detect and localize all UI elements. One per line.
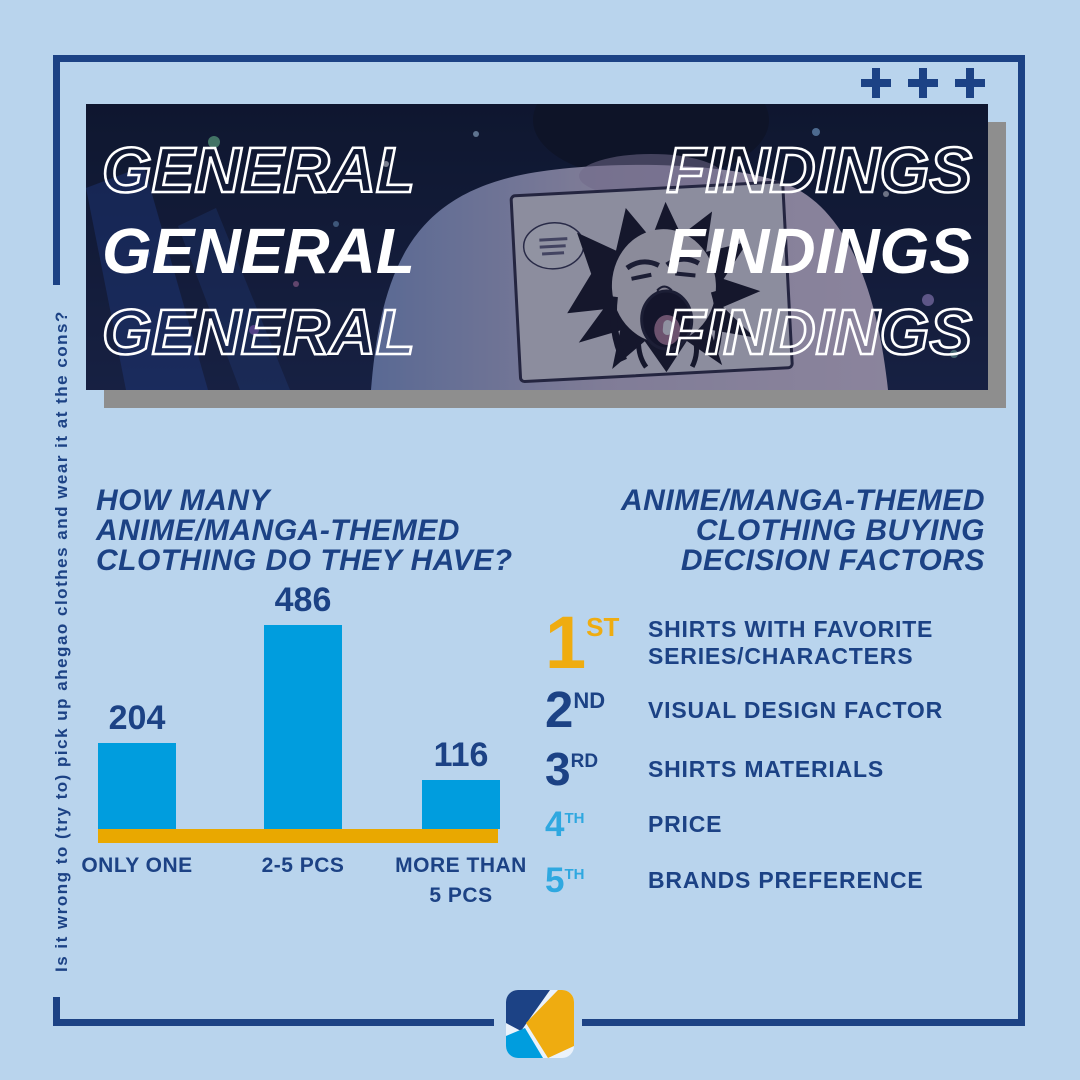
banner-word-right: FINDINGS — [665, 295, 973, 368]
ranking-title-line: ANIME/MANGA-THEMED — [621, 484, 985, 517]
bar-category-line: ONLY ONE — [81, 854, 193, 877]
chart-title-line: CLOTHING DO THEY HAVE? — [96, 544, 513, 577]
ranking-item-label-line: BRANDS PREFERENCE — [648, 867, 924, 894]
plus-icon — [908, 68, 938, 98]
ranking-item-label-line: VISUAL DESIGN FACTOR — [648, 696, 944, 723]
ranking-item-label: PRICE — [648, 811, 722, 838]
chart-category-labels: ONLY ONE 2-5 PCS MORE THAN 5 PCS — [81, 851, 526, 921]
ranking-item-label-line: PRICE — [648, 811, 723, 838]
ranking-item-label-line: SHIRTS WITH FAVORITE — [648, 616, 934, 643]
banner-word-left: GENERAL — [101, 295, 417, 368]
banner-word-left: GENERAL — [101, 134, 417, 207]
ranking-item: 5 TH BRANDS PREFERENCE — [545, 861, 990, 900]
rank-number: 3 — [545, 743, 571, 795]
banner-word-right: FINDINGS — [666, 215, 972, 287]
ranking-item: 3 RD SHIRTS MATERIALS — [545, 743, 990, 795]
ranking-list: 1 ST SHIRTS WITH FAVORITE SERIES/CHARACTERS… — [545, 0, 990, 1080]
chart-baseline — [98, 829, 498, 843]
bar-chart: 204 486 116 — [98, 581, 500, 829]
plus-icon — [955, 68, 985, 98]
chart-title: HOW MANY ANIME/MANGA-THEMED CLOTHING DO … — [96, 486, 513, 576]
rank-number: 5 — [545, 861, 565, 900]
ranking-title-line: CLOTHING BUYING — [695, 514, 985, 547]
chart-title-line: ANIME/MANGA-THEMED — [96, 514, 460, 547]
frame-left-line-top — [53, 55, 60, 285]
bar-category-label: MORE THAN 5 PCS — [373, 851, 549, 911]
rank-ordinal: 1 ST — [545, 601, 648, 684]
bar-value-label: 204 — [108, 699, 166, 737]
rank-ordinal: 4 TH — [545, 805, 648, 844]
rank-suffix: ST — [586, 612, 620, 642]
ranking-title: ANIME/MANGA-THEMED CLOTHING BUYING DECIS… — [621, 486, 985, 576]
ranking-item: 2 ND VISUAL DESIGN FACTOR — [545, 681, 990, 738]
ranking-item-label-line: SERIES/CHARACTERS — [648, 643, 914, 670]
bar-category-label: ONLY ONE — [49, 851, 225, 881]
rank-suffix: TH — [564, 866, 585, 883]
chart-title-line: HOW MANY — [96, 484, 270, 517]
banner-row: GENERAL FINDINGS — [102, 211, 972, 292]
frame-left-line-bottom — [53, 997, 60, 1026]
banner-row: GENERAL FINDINGS — [101, 130, 974, 211]
plus-icon — [861, 68, 891, 98]
ranking-item-label-line: SHIRTS MATERIALS — [648, 756, 884, 783]
rank-number: 2 — [545, 681, 574, 738]
rank-suffix: TH — [564, 810, 585, 827]
bar-category-line: 5 PCS — [429, 884, 493, 907]
rank-suffix: ND — [573, 688, 606, 713]
ranking-title-line: DECISION FACTORS — [680, 544, 985, 577]
rank-ordinal: 3 RD — [545, 743, 648, 795]
plus-decoration — [861, 68, 985, 98]
rank-number: 4 — [545, 805, 565, 844]
ranking-item: 4 TH PRICE — [545, 805, 990, 844]
bar — [264, 625, 342, 829]
banner-title: GENERAL FINDINGS GENERAL FINDINGS GENERAL FIN… — [86, 104, 988, 390]
side-question-text: Is it wrong to (try to) pick up ahegao c… — [52, 310, 71, 972]
rank-number: 1 — [545, 601, 587, 684]
bar-category-label: 2-5 PCS — [215, 851, 391, 881]
header-banner: GENERAL FINDINGS GENERAL FINDINGS GENERAL FIN… — [86, 104, 988, 390]
ranking-item-label: SHIRTS MATERIALS — [648, 756, 884, 783]
rank-ordinal: 2 ND — [545, 681, 648, 738]
brand-logo-icon — [506, 990, 574, 1058]
frame-bottom-line-right — [582, 1019, 1025, 1026]
banner-word-right: FINDINGS — [665, 134, 973, 207]
bar — [98, 743, 176, 829]
frame-bottom-line-left — [53, 1019, 494, 1026]
bar-category-line: 2-5 PCS — [261, 854, 345, 877]
ranking-item-label: BRANDS PREFERENCE — [648, 867, 924, 894]
bar-value-label: 116 — [433, 736, 489, 774]
bar-category-line: MORE THAN — [395, 854, 527, 877]
ranking-item-label: SHIRTS WITH FAVORITE SERIES/CHARACTERS — [648, 616, 933, 670]
anime-shirt-photo — [86, 104, 988, 390]
rank-suffix: RD — [570, 751, 599, 772]
bar-value-label: 486 — [274, 581, 332, 619]
frame-top-line — [53, 55, 1025, 62]
ranking-item: 1 ST SHIRTS WITH FAVORITE SERIES/CHARACTERS — [545, 601, 990, 684]
frame-right-line — [1018, 55, 1025, 1026]
banner-row: GENERAL FINDINGS — [101, 291, 974, 372]
bar — [422, 780, 500, 829]
rank-ordinal: 5 TH — [545, 861, 648, 900]
ranking-item-label: VISUAL DESIGN FACTOR — [648, 697, 943, 724]
banner-dark-overlay — [86, 104, 988, 390]
banner-word-left: GENERAL — [102, 215, 415, 287]
